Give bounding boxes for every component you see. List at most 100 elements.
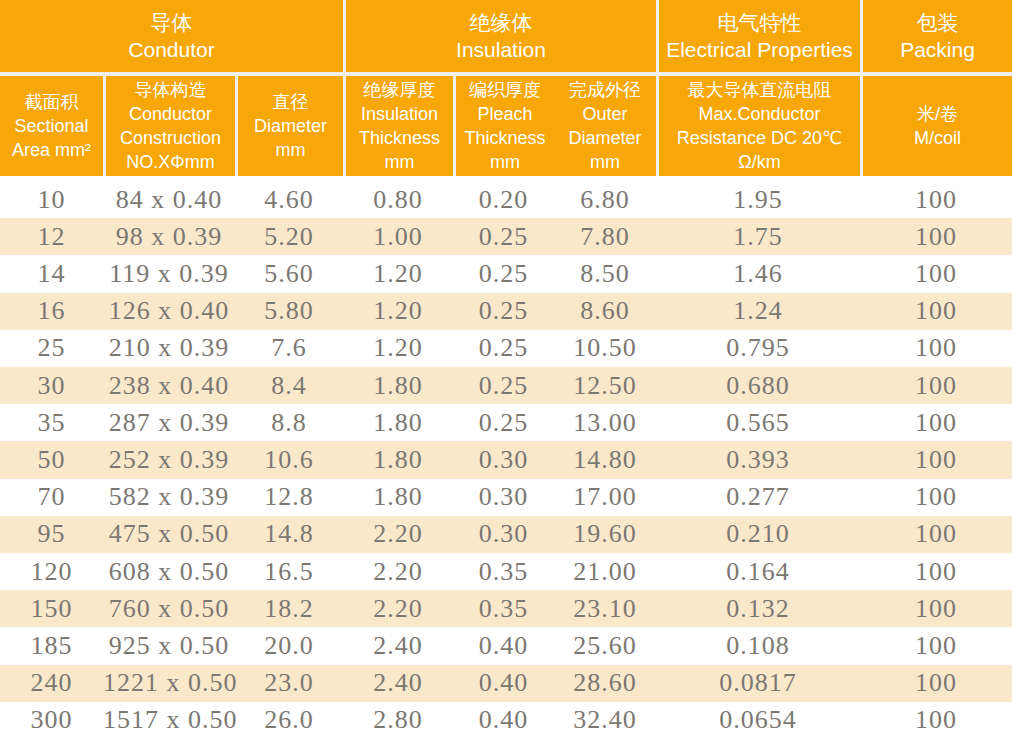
table-cell: 6.80: [554, 185, 656, 215]
col-header-meters-per-coil: 米/卷M/coil: [860, 76, 1012, 176]
header-line: NO.XΦmm: [126, 150, 214, 174]
header-line: 编织厚度: [469, 78, 541, 102]
table-cell: 608 x 0.50: [103, 557, 235, 587]
table-cell: 0.0817: [656, 668, 860, 698]
group-header-insulation: 绝缘体 Insulation: [343, 0, 656, 72]
table-cell: 0.393: [656, 445, 860, 475]
header-line: Thickness: [359, 126, 440, 150]
header-line: 绝缘厚度: [364, 78, 436, 102]
table-cell: 1.75: [656, 222, 860, 252]
table-cell: 0.40: [453, 705, 554, 735]
header-line: 最大导体直流电阻: [688, 78, 832, 102]
table-cell: 100: [860, 594, 1012, 624]
table-cell: 5.60: [235, 259, 343, 289]
table-cell: 0.25: [453, 296, 554, 326]
header-line: Construction: [120, 126, 221, 150]
table-cell: 0.30: [453, 482, 554, 512]
table-cell: 25.60: [554, 631, 656, 661]
group-header-packing-zh: 包装: [917, 9, 959, 36]
table-cell: 12: [0, 222, 103, 252]
table-cell: 126 x 0.40: [103, 296, 235, 326]
table-cell: 1.46: [656, 259, 860, 289]
table-row: 16126 x 0.405.801.200.258.601.24100: [0, 293, 1012, 330]
table-cell: 100: [860, 333, 1012, 363]
group-header-packing: 包装 Packing: [860, 0, 1012, 72]
header-line: Max.Conductor: [698, 102, 820, 126]
header-line: Conductor: [129, 102, 212, 126]
table-cell: 1.80: [343, 371, 453, 401]
table-cell: 95: [0, 519, 103, 549]
table-cell: 0.40: [453, 631, 554, 661]
group-header-electrical-en: Electrical Properties: [666, 36, 853, 63]
table-cell: 100: [860, 519, 1012, 549]
table-row: 1298 x 0.395.201.000.257.801.75100: [0, 218, 1012, 255]
table-cell: 1.24: [656, 296, 860, 326]
table-cell: 23.10: [554, 594, 656, 624]
table-cell: 12.50: [554, 371, 656, 401]
header-line: 米/卷: [917, 102, 958, 126]
table-cell: 0.25: [453, 333, 554, 363]
table-cell: 100: [860, 408, 1012, 438]
header-line: Diameter: [254, 114, 327, 138]
header-line: mm: [276, 138, 306, 162]
table-cell: 1.20: [343, 259, 453, 289]
header-line: Resistance DC 20℃: [677, 126, 842, 150]
table-row: 2401221 x 0.5023.02.400.4028.600.0817100: [0, 665, 1012, 702]
table-cell: 1.00: [343, 222, 453, 252]
table-cell: 150: [0, 594, 103, 624]
col-header-outer-diameter: 完成外径OuterDiametermm: [554, 76, 656, 176]
group-header-packing-en: Packing: [900, 36, 975, 63]
header-line: Sectional: [14, 114, 88, 138]
table-cell: 100: [860, 222, 1012, 252]
table-cell: 0.25: [453, 371, 554, 401]
table-cell: 8.50: [554, 259, 656, 289]
header-line: Insulation: [361, 102, 438, 126]
header-line: 完成外径: [569, 78, 641, 102]
table-row: 3001517 x 0.5026.02.800.4032.400.0654100: [0, 702, 1012, 739]
table-row: 14119 x 0.395.601.200.258.501.46100: [0, 255, 1012, 292]
table-cell: 12.8: [235, 482, 343, 512]
table-cell: 16: [0, 296, 103, 326]
table-cell: 185: [0, 631, 103, 661]
table-cell: 35: [0, 408, 103, 438]
table-cell: 32.40: [554, 705, 656, 735]
table-cell: 0.565: [656, 408, 860, 438]
table-cell: 14.80: [554, 445, 656, 475]
col-header-diameter: 直径Diametermm: [235, 76, 343, 176]
table-cell: 0.132: [656, 594, 860, 624]
header-line: 直径: [273, 90, 309, 114]
col-header-insulation-thickness: 绝缘厚度InsulationThicknessmm: [343, 76, 453, 176]
table-cell: 30: [0, 371, 103, 401]
header-line: Thickness: [464, 126, 545, 150]
table-cell: 1.20: [343, 296, 453, 326]
table-cell: 5.80: [235, 296, 343, 326]
table-cell: 14.8: [235, 519, 343, 549]
table-cell: 25: [0, 333, 103, 363]
table-cell: 0.0654: [656, 705, 860, 735]
table-cell: 7.80: [554, 222, 656, 252]
table-cell: 23.0: [235, 668, 343, 698]
table-cell: 2.40: [343, 631, 453, 661]
table-cell: 100: [860, 185, 1012, 215]
table-cell: 1.80: [343, 445, 453, 475]
table-cell: 20.0: [235, 631, 343, 661]
table-cell: 0.30: [453, 445, 554, 475]
table-cell: 2.20: [343, 594, 453, 624]
header-line: mm: [590, 150, 620, 174]
table-cell: 760 x 0.50: [103, 594, 235, 624]
table-cell: 0.25: [453, 222, 554, 252]
table-cell: 0.40: [453, 668, 554, 698]
header-line: Outer: [582, 102, 627, 126]
table-row: 50252 x 0.3910.61.800.3014.800.393100: [0, 441, 1012, 478]
table-cell: 100: [860, 371, 1012, 401]
table-cell: 4.60: [235, 185, 343, 215]
table-cell: 13.00: [554, 408, 656, 438]
table-cell: 210 x 0.39: [103, 333, 235, 363]
table-cell: 582 x 0.39: [103, 482, 235, 512]
header-line: 截面积: [25, 90, 79, 114]
table-cell: 0.210: [656, 519, 860, 549]
table-cell: 50: [0, 445, 103, 475]
table-cell: 8.60: [554, 296, 656, 326]
col-header-max-resistance: 最大导体直流电阻Max.ConductorResistance DC 20℃Ω/…: [656, 76, 860, 176]
table-cell: 100: [860, 259, 1012, 289]
